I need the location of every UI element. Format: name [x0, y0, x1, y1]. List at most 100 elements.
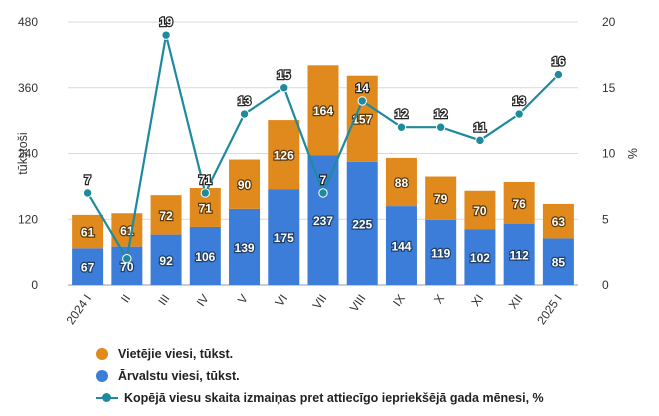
bar-foreign	[229, 208, 261, 285]
y-tick-label-left: 480	[18, 15, 38, 29]
data-label-foreign: 175	[274, 231, 294, 245]
line-point	[200, 188, 211, 198]
y-tick-label-left: 120	[18, 212, 38, 226]
data-label-local: 72	[159, 209, 173, 223]
bar-foreign	[150, 234, 182, 285]
legend-swatch-local	[96, 348, 108, 360]
bar-local	[150, 195, 182, 235]
x-tick-label: 2024 I	[63, 292, 94, 327]
bar-local	[385, 157, 417, 207]
legend-label-local: Vietējie viesi, tūkst.	[118, 347, 234, 361]
data-label-change: 71	[199, 173, 213, 187]
data-label-change: 7	[84, 173, 91, 187]
bar-foreign	[307, 155, 339, 285]
bar-local	[425, 176, 457, 220]
y-tick-label-right: 10	[602, 147, 616, 161]
data-label-change: 7	[320, 173, 327, 187]
data-label-change: 16	[552, 55, 566, 69]
legend-label-foreign: Ārvalstu viesi, tūkst.	[118, 369, 240, 383]
legend-swatch-line	[96, 392, 118, 404]
y-tick-label-left: 240	[18, 147, 38, 161]
data-label-local: 71	[199, 201, 213, 215]
data-label-local: 164	[313, 104, 333, 118]
data-label-change: 14	[356, 81, 370, 95]
bar-local	[72, 214, 104, 249]
data-label-foreign: 237	[313, 214, 333, 228]
data-label-foreign: 139	[235, 241, 255, 255]
data-label-foreign: 92	[159, 254, 173, 268]
data-label-local: 61	[81, 226, 95, 240]
data-label-local: 88	[395, 176, 409, 190]
line-point	[514, 109, 524, 119]
bar-local	[503, 181, 535, 224]
y-tick-label-right: 0	[602, 278, 609, 292]
line-point	[553, 69, 564, 80]
x-tick-label: IX	[390, 292, 408, 309]
data-label-foreign: 144	[391, 240, 411, 254]
y-axis-title-left: tūkstoši	[16, 132, 30, 174]
x-tick-label: XI	[468, 292, 486, 309]
bar-local	[307, 65, 339, 156]
data-label-change: 12	[395, 107, 409, 121]
legend-item-change-line[interactable]: Kopējā viesu skaita izmaiņas pret attiec…	[96, 387, 544, 409]
line-point	[357, 96, 367, 106]
chart-legend: Vietējie viesi, tūkst. Ārvalstu viesi, t…	[96, 343, 544, 409]
data-label-foreign: 67	[81, 261, 95, 275]
data-label-local: 90	[238, 178, 252, 192]
data-label-change: 19	[159, 15, 173, 29]
data-label-foreign: 102	[470, 251, 490, 265]
x-tick-label: VII	[310, 292, 330, 312]
x-tick-label: VIII	[347, 292, 369, 315]
x-tick-label: VI	[272, 292, 290, 309]
x-tick-label: III	[155, 292, 172, 308]
y-tick-label-right: 5	[602, 212, 609, 226]
y-tick-label-right: 20	[602, 15, 616, 29]
data-label-foreign: 112	[509, 248, 529, 262]
y-axis-title-right: %	[626, 148, 640, 159]
legend-item-local-guests[interactable]: Vietējie viesi, tūkst.	[96, 343, 544, 365]
x-tick-label: II	[118, 292, 133, 305]
line-point	[161, 30, 171, 40]
line-point	[82, 188, 93, 198]
data-label-local: 63	[552, 215, 566, 229]
data-label-change: 12	[434, 107, 448, 121]
line-point	[239, 109, 250, 119]
data-label-local: 126	[274, 149, 294, 163]
data-label-local: 76	[512, 197, 526, 211]
bar-foreign	[425, 219, 457, 285]
bar-foreign	[542, 238, 574, 285]
line-point	[279, 83, 289, 93]
y-tick-label-left: 360	[18, 81, 38, 95]
legend-swatch-foreign	[96, 370, 108, 382]
bar-local	[346, 75, 378, 162]
bar-foreign	[189, 226, 221, 285]
data-label-change: 13	[238, 94, 252, 108]
bar-local	[464, 190, 496, 230]
bar-foreign	[72, 248, 104, 285]
data-label-change: 11	[474, 120, 487, 134]
legend-label-change: Kopējā viesu skaita izmaiņas pret attiec…	[124, 391, 544, 405]
bar-foreign	[268, 189, 300, 285]
bar-local	[542, 203, 574, 239]
data-label-foreign: 106	[195, 250, 215, 264]
x-tick-label: 2025 I	[534, 292, 565, 327]
data-label-foreign: 85	[552, 256, 566, 270]
bar-foreign	[385, 206, 417, 285]
x-tick-label: XII	[506, 292, 526, 312]
line-point	[318, 188, 328, 198]
x-tick-label: V	[235, 292, 251, 307]
data-label-foreign: 70	[120, 260, 134, 274]
data-label-local: 70	[473, 204, 487, 218]
line-point	[396, 122, 407, 132]
data-label-local: 79	[434, 192, 448, 206]
data-label-change: 13	[512, 94, 526, 108]
data-label-foreign: 119	[431, 246, 451, 260]
y-tick-label-right: 15	[602, 81, 616, 95]
bar-foreign	[503, 223, 535, 285]
line-point	[435, 122, 446, 132]
x-tick-label: IV	[194, 292, 212, 309]
y-tick-label-left: 0	[31, 278, 38, 292]
bar-foreign	[464, 229, 496, 285]
data-label-change: 15	[277, 68, 291, 82]
legend-item-foreign-guests[interactable]: Ārvalstu viesi, tūkst.	[96, 365, 544, 387]
